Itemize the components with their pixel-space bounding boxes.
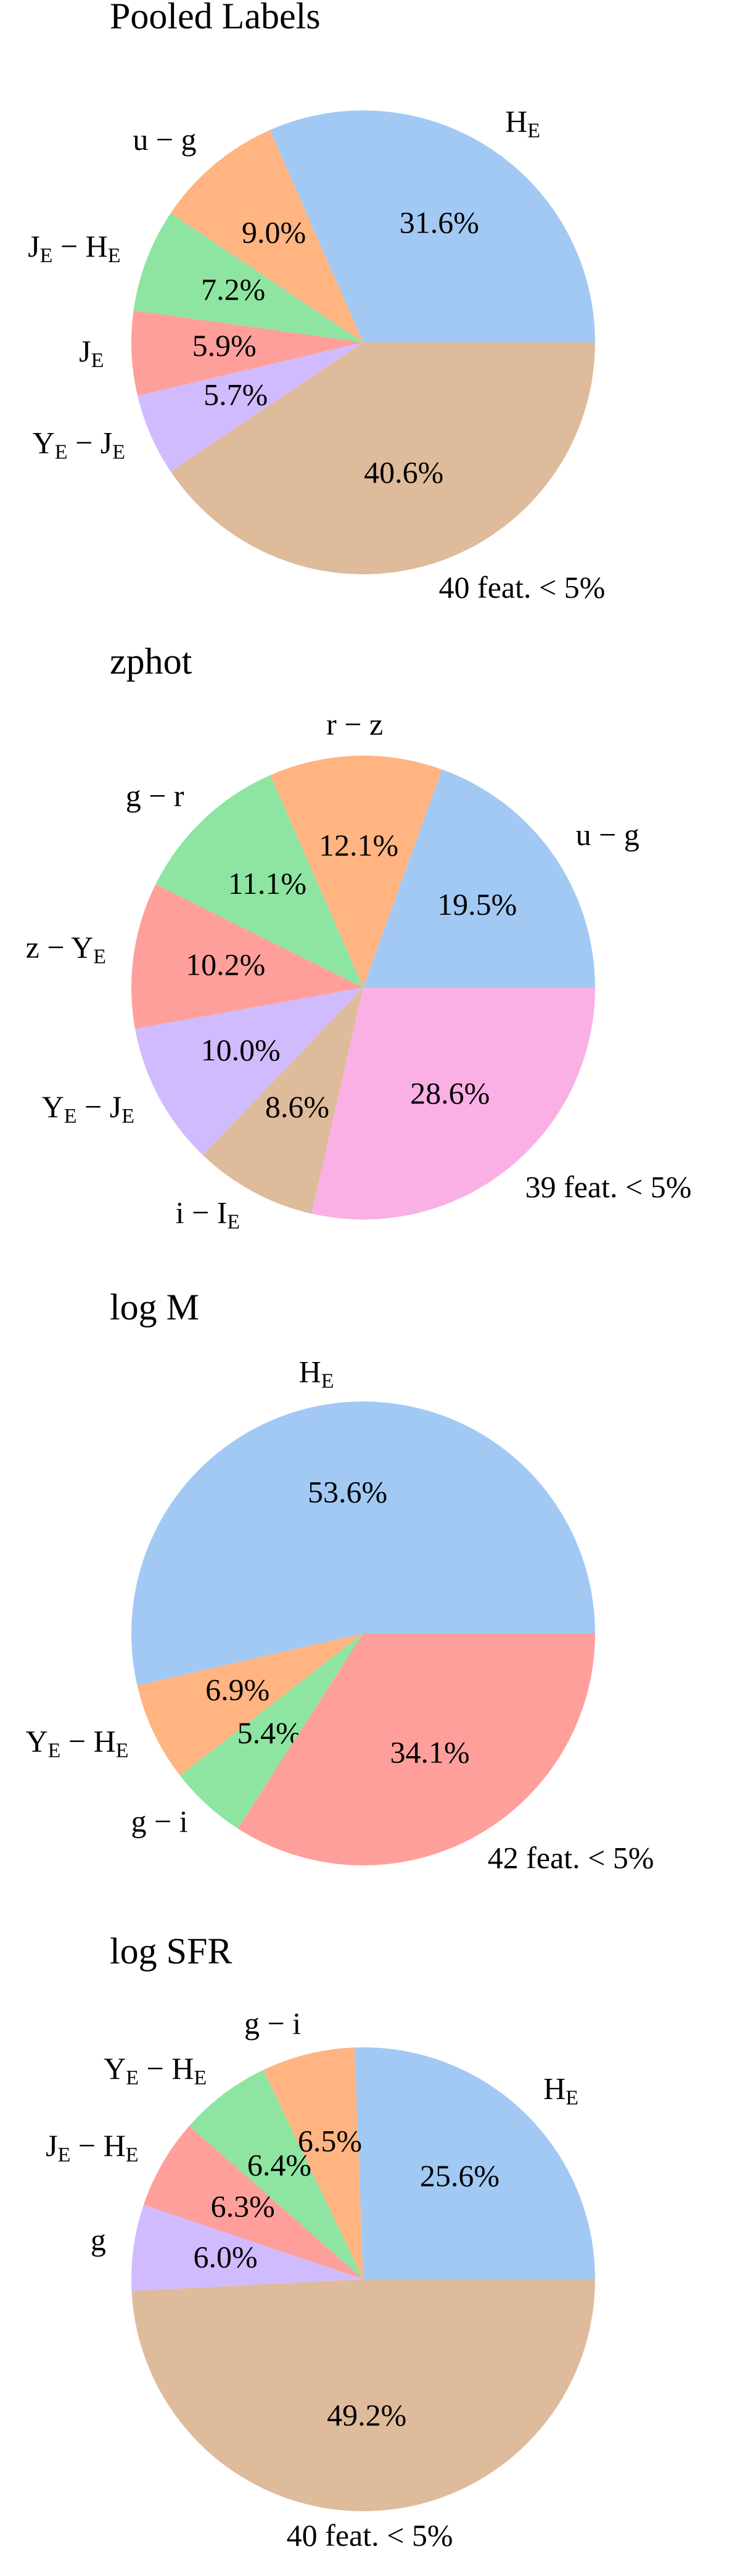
category-label: JE − HE	[46, 2129, 138, 2166]
category-label: JE − HE	[28, 229, 120, 266]
category-label: YE − JE	[42, 1090, 134, 1128]
value-label: 10.0%	[201, 1033, 281, 1067]
value-label: 49.2%	[327, 2398, 406, 2432]
value-label: 31.6%	[400, 205, 479, 240]
pie-slice	[133, 213, 364, 342]
pie-slice	[137, 1633, 364, 1776]
category-label: YE − HE	[26, 1724, 129, 1762]
category-label: JE	[79, 334, 104, 371]
category-label: z − YE	[26, 930, 106, 968]
category-label: 42 feat. < 5%	[488, 1841, 654, 1875]
pie-slice	[131, 884, 363, 1029]
pie-slice	[311, 988, 595, 1220]
value-label: 5.4%	[237, 1715, 302, 1750]
pie-slice	[131, 1402, 595, 1686]
value-label: 34.1%	[390, 1735, 469, 1770]
pie-slice	[131, 2279, 595, 2511]
pie-slice	[263, 2047, 363, 2279]
pie-slice	[131, 310, 364, 396]
value-label: 6.4%	[247, 2147, 311, 2182]
pie-slice	[269, 110, 595, 343]
value-label: 9.0%	[242, 215, 306, 250]
pie-slice	[189, 2070, 363, 2279]
category-label: 39 feat. < 5%	[525, 1170, 692, 1205]
pie-slice	[179, 1633, 363, 1829]
category-label: u − g	[133, 123, 196, 157]
value-label: 6.5%	[298, 2123, 362, 2158]
category-label: g − r	[126, 779, 184, 814]
category-label: 40 feat. < 5%	[439, 570, 606, 605]
value-label: 19.5%	[437, 887, 517, 922]
value-label: 53.6%	[308, 1474, 387, 1509]
pie-slice	[363, 769, 595, 988]
value-label: 11.1%	[228, 866, 306, 901]
value-label: 7.2%	[201, 272, 265, 307]
chart-title: log M	[110, 1287, 199, 1327]
category-label: i − IE	[176, 1195, 240, 1233]
pie-slice	[138, 342, 363, 472]
category-label: YE − HE	[104, 2052, 207, 2089]
value-label: 12.1%	[319, 828, 398, 862]
category-label: HE	[543, 2071, 578, 2109]
category-label: g	[91, 2223, 106, 2257]
value-label: 5.7%	[204, 378, 268, 412]
value-label: 25.6%	[420, 2158, 500, 2193]
value-label: 6.9%	[205, 1672, 269, 1707]
pie-slice	[202, 988, 363, 1214]
chart-title: zphot	[110, 641, 192, 682]
value-label: 28.6%	[410, 1076, 490, 1110]
pie-slice	[170, 342, 596, 574]
pie-slice	[143, 2126, 363, 2279]
pie-slice	[155, 775, 364, 988]
pie-slice	[131, 2205, 363, 2291]
category-label: 40 feat. < 5%	[287, 2518, 453, 2553]
category-label: HE	[299, 1355, 334, 1392]
pie-slice	[135, 988, 363, 1155]
value-label: 8.6%	[265, 1089, 329, 1124]
value-label: 6.3%	[211, 2189, 275, 2223]
category-label: g − i	[131, 1804, 187, 1839]
pie-slice	[354, 2047, 596, 2279]
value-label: 10.2%	[186, 947, 265, 982]
category-label: g − i	[244, 2007, 301, 2041]
pie-slice	[237, 1633, 595, 1865]
value-label: 40.6%	[364, 455, 443, 489]
pie-slice	[170, 130, 363, 342]
value-label: 5.9%	[192, 328, 257, 363]
category-label: u − g	[576, 818, 639, 852]
value-label: 6.0%	[193, 2239, 257, 2274]
category-label: YE − JE	[33, 426, 125, 463]
pie-slice	[270, 756, 442, 988]
category-label: HE	[505, 104, 540, 142]
chart-title: log SFR	[110, 1931, 232, 1971]
chart-title: Pooled Labels	[110, 0, 321, 36]
category-label: r − z	[326, 708, 383, 742]
